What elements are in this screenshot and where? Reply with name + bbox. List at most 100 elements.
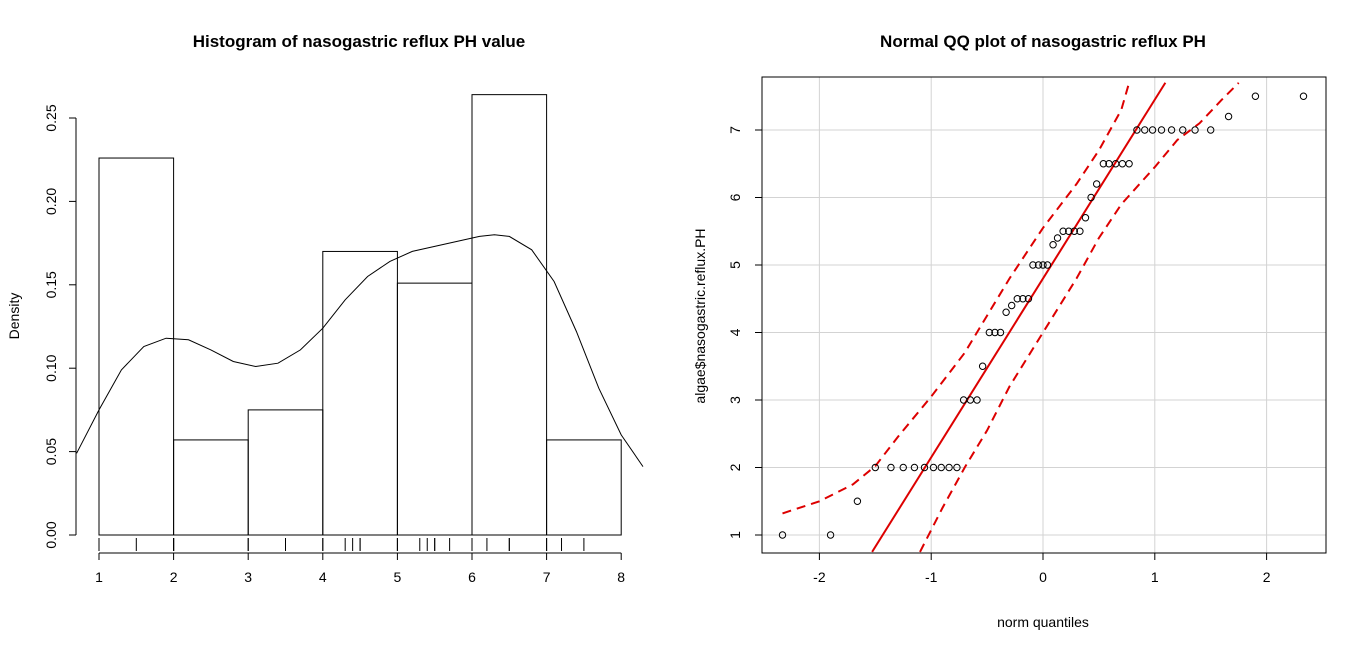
- qq-point: [1070, 227, 1079, 235]
- histogram-bar-1: [98, 157, 175, 536]
- qq-y-tick-label: 7: [727, 126, 743, 134]
- histogram-x-tick-label: 6: [468, 569, 476, 585]
- qq-point: [985, 328, 994, 337]
- qq-point: [1299, 92, 1308, 100]
- histogram-bar-7: [546, 439, 622, 536]
- histogram-x-tick-label: 4: [319, 569, 327, 585]
- qq-point: [1191, 126, 1199, 134]
- qq-x-tick-label: -2: [813, 569, 826, 585]
- qq-title: Normal QQ plot of nasogastric reflux PH: [880, 32, 1206, 51]
- qq-point: [1167, 126, 1176, 134]
- histogram-x-tick-label: 7: [543, 569, 551, 585]
- qq-y-axis-label: algae$nasogastric.reflux.PH: [692, 228, 708, 403]
- histogram-x-tick-label: 2: [170, 569, 178, 585]
- qq-point: [1034, 261, 1043, 269]
- qq-point: [1224, 112, 1233, 121]
- qq-point: [978, 362, 987, 370]
- histogram-panel: Histogram of nasogastric reflux PH value…: [6, 32, 644, 585]
- qq-reference-line: [871, 82, 1167, 553]
- qq-x-tick-label: 1: [1151, 569, 1159, 585]
- qq-point: [1007, 301, 1016, 310]
- histogram-bar-5: [396, 282, 473, 536]
- histogram-title: Histogram of nasogastric reflux PH value: [193, 32, 526, 51]
- qq-point: [887, 463, 895, 472]
- qq-point: [1002, 308, 1010, 316]
- qq-point: [1251, 92, 1260, 100]
- qq-point: [945, 463, 953, 472]
- qq-y-tick-label: 6: [727, 193, 743, 201]
- qq-point: [1092, 180, 1101, 188]
- qq-plot-frame: [761, 76, 1327, 554]
- qq-y-tick-label: 2: [727, 463, 743, 471]
- qq-point: [871, 463, 879, 472]
- qq-points: [778, 92, 1308, 539]
- qq-point: [1024, 295, 1033, 303]
- histogram-y-axis: 0.00 0.05 0.10 0.15 0.20 0.25: [43, 104, 77, 549]
- qq-point: [1099, 160, 1108, 168]
- qq-grid: [762, 77, 1326, 553]
- qq-y-tick-label: 5: [727, 261, 743, 269]
- qq-point: [1157, 126, 1166, 134]
- histogram-x-tick-label: 5: [394, 569, 402, 585]
- qq-point: [920, 463, 929, 472]
- qq-point: [910, 463, 919, 472]
- qq-x-axis: -2 -1 0 1 2: [813, 552, 1271, 585]
- histogram-x-axis: 1 2 3 4 5 6 7 8: [95, 552, 625, 585]
- histogram-y-tick-label: 0.25: [43, 104, 59, 131]
- qq-plot-panel: Normal QQ plot of nasogastric reflux PH …: [692, 32, 1327, 630]
- qq-y-tick-label: 4: [727, 328, 743, 336]
- qq-x-tick-label: -1: [925, 569, 938, 585]
- qq-point: [1043, 261, 1052, 269]
- rug-marks: [98, 538, 585, 551]
- qq-point: [1148, 126, 1157, 134]
- qq-point: [1039, 261, 1047, 269]
- qq-y-tick-label: 1: [727, 531, 743, 539]
- density-curve-group: [76, 234, 644, 467]
- qq-point: [1019, 295, 1027, 303]
- histogram-bar-2: [173, 439, 249, 536]
- histogram-bars: [98, 94, 622, 536]
- qq-point: [1125, 160, 1133, 168]
- qq-point: [899, 463, 907, 472]
- histogram-y-axis-label: Density: [6, 293, 22, 340]
- qq-point: [996, 328, 1005, 337]
- qq-point: [1081, 214, 1090, 222]
- qq-confidence-envelope-upper: [782, 82, 1131, 515]
- qq-x-tick-label: 2: [1263, 569, 1271, 585]
- histogram-bar-4: [322, 250, 398, 536]
- qq-point: [1029, 261, 1037, 269]
- histogram-x-tick-label: 3: [244, 569, 252, 585]
- histogram-y-tick-label: 0.05: [43, 438, 59, 465]
- qq-point: [1076, 227, 1084, 235]
- qq-point: [973, 396, 981, 404]
- histogram-y-tick-label: 0.10: [43, 354, 59, 381]
- histogram-bar-3: [247, 409, 324, 536]
- qq-point: [826, 531, 835, 539]
- qq-point: [929, 463, 938, 472]
- qq-point: [1207, 126, 1215, 134]
- histogram-y-tick-label: 0.20: [43, 188, 59, 215]
- qq-y-axis: 1 2 3 4 5 6 7: [727, 126, 763, 539]
- histogram-y-tick-label: 0.15: [43, 271, 59, 298]
- qq-point: [991, 328, 999, 337]
- qq-confidence-envelope-lower: [919, 82, 1240, 553]
- qq-x-tick-label: 0: [1039, 569, 1047, 585]
- qq-point: [937, 463, 945, 472]
- qq-point: [1013, 295, 1021, 303]
- qq-x-axis-label: norm quantiles: [997, 614, 1089, 630]
- qq-point: [1133, 126, 1141, 134]
- qq-lines: [782, 82, 1240, 553]
- qq-point: [1179, 126, 1187, 134]
- qq-point: [1049, 241, 1057, 249]
- histogram-x-tick-label: 1: [95, 569, 103, 585]
- qq-y-tick-label: 3: [727, 396, 743, 404]
- qq-point: [778, 531, 787, 539]
- qq-point: [1118, 160, 1127, 168]
- qq-point: [1059, 227, 1067, 235]
- density-curve: [76, 234, 644, 467]
- histogram-bar-6: [471, 94, 548, 536]
- qq-point: [953, 463, 961, 472]
- histogram-x-tick-label: 8: [617, 569, 625, 585]
- qq-point: [1087, 193, 1095, 202]
